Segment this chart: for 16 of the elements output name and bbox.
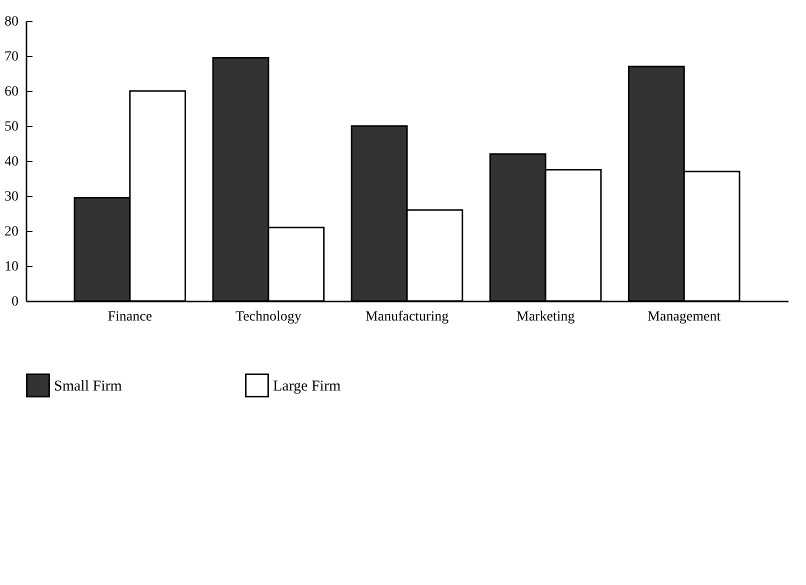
y-tick-label: 20	[4, 224, 18, 240]
y-tick-label: 60	[4, 84, 18, 100]
legend-label: Large Firm	[273, 378, 341, 394]
y-tick-label: 80	[4, 14, 18, 30]
x-tick-label: Technology	[236, 310, 302, 324]
legend-label: Small Firm	[54, 378, 122, 394]
y-tick-label: 0	[12, 294, 18, 310]
y-tick-label: 10	[4, 260, 18, 274]
x-tick-label: Management	[648, 310, 721, 324]
y-tick-label: 70	[4, 50, 18, 64]
x-tick-label: Manufacturing	[365, 310, 449, 324]
y-tick-label: 50	[4, 120, 18, 134]
y-tick-label: 40	[4, 154, 18, 170]
y-tick-label: 30	[4, 190, 18, 204]
x-tick-label: Finance	[108, 310, 152, 324]
x-tick-label: Marketing	[516, 310, 575, 324]
